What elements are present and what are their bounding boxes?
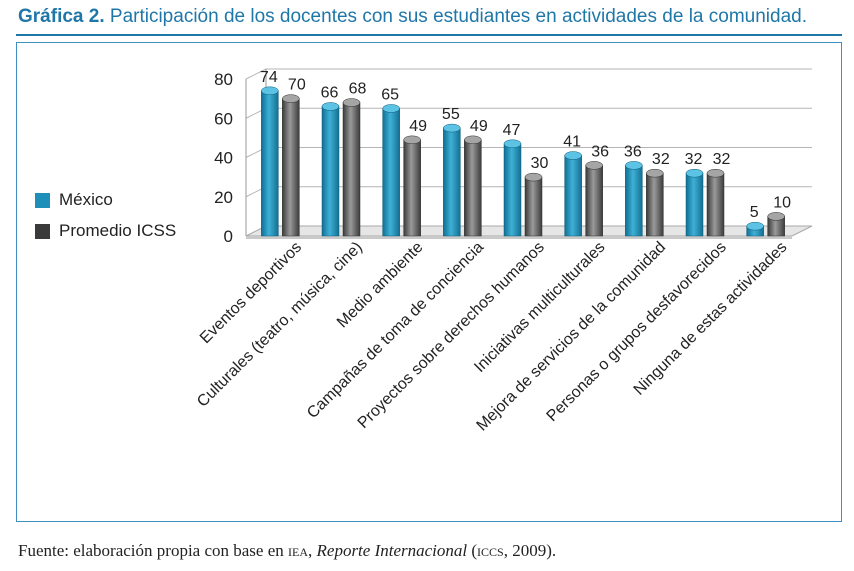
- bar-top-icss-6: [646, 168, 664, 178]
- x-tick-label-0: Eventos deportivos: [197, 239, 305, 347]
- y-tick-label: 20: [214, 188, 233, 207]
- bar-mexico-1: [321, 106, 340, 237]
- bar-mexico-2: [382, 108, 400, 237]
- bar-mexico-3: [443, 127, 461, 237]
- bar-icss-7: [706, 172, 725, 237]
- bar-mexico-0: [261, 90, 279, 237]
- data-label-icss-8: 10: [773, 194, 791, 211]
- data-label-mexico-8: 5: [750, 204, 759, 221]
- bar-top-mexico-0: [261, 86, 279, 96]
- data-label-icss-7: 32: [713, 151, 731, 168]
- bar-icss-5: [585, 165, 603, 237]
- bar-top-icss-1: [342, 98, 361, 107]
- bar-top-mexico-6: [625, 161, 643, 170]
- bar-icss-0: [282, 98, 300, 237]
- chart-floor-edge: [246, 236, 792, 239]
- data-label-icss-0: 70: [288, 77, 306, 94]
- bar-top-icss-4: [524, 172, 543, 182]
- bar-mexico-5: [564, 155, 582, 237]
- bar-top-icss-3: [464, 135, 482, 145]
- source-org2: iccs: [477, 541, 504, 560]
- source-prefix: Fuente: elaboración propia con base en: [18, 541, 284, 560]
- legend-label-icss: Promedio ICSS: [59, 221, 177, 240]
- bar-top-icss-2: [403, 135, 421, 145]
- legend-swatch-mexico: [35, 192, 50, 208]
- data-label-icss-2: 49: [409, 118, 427, 135]
- bar-top-mexico-8: [746, 221, 764, 231]
- bar-top-icss-0: [282, 94, 300, 103]
- bar-icss-4: [524, 176, 543, 237]
- legend-item-mexico: México: [35, 190, 113, 210]
- bar-icss-1: [342, 102, 361, 237]
- bar-icss-6: [646, 172, 664, 237]
- bar-top-icss-8: [767, 212, 785, 221]
- bar-mexico-4: [503, 143, 522, 237]
- data-label-icss-5: 36: [591, 143, 609, 160]
- chart-title-prefix: Gráfica 2.: [18, 6, 105, 27]
- gridline-depth: [245, 68, 267, 80]
- source-paren: (: [471, 541, 478, 560]
- chart-title-text: Participación de los docentes con sus es…: [109, 6, 807, 27]
- source-org1: iea: [288, 541, 309, 560]
- legend-item-icss: Promedio ICSS: [35, 221, 176, 241]
- chart-title: Gráfica 2. Participación de los docentes…: [18, 6, 807, 28]
- bar-top-mexico-2: [382, 104, 400, 113]
- data-label-mexico-5: 41: [563, 134, 581, 151]
- title-rule: [16, 34, 842, 36]
- y-tick-label: 80: [214, 70, 233, 89]
- data-label-mexico-2: 65: [381, 86, 399, 103]
- bar-top-mexico-4: [503, 139, 522, 149]
- data-label-mexico-4: 47: [503, 122, 521, 139]
- bar-top-mexico-5: [564, 151, 582, 160]
- data-label-mexico-0: 74: [260, 69, 278, 86]
- legend-label-mexico: México: [59, 190, 113, 209]
- data-label-mexico-1: 66: [321, 84, 339, 101]
- data-label-icss-3: 49: [470, 118, 488, 135]
- bar-top-mexico-1: [321, 102, 340, 111]
- y-tick-label: 60: [214, 109, 233, 128]
- source-year: , 2009).: [503, 541, 557, 560]
- legend-swatch-icss: [35, 223, 50, 239]
- y-tick-label: 40: [214, 149, 233, 168]
- chart-frame: [16, 42, 842, 522]
- y-tick-label: 0: [224, 227, 233, 246]
- data-label-icss-1: 68: [349, 81, 367, 98]
- bar-mexico-7: [685, 172, 704, 237]
- bar-mexico-6: [625, 165, 643, 237]
- bar-top-mexico-7: [685, 168, 704, 178]
- data-label-icss-6: 32: [652, 151, 670, 168]
- source-note: Fuente: elaboración propia con base en i…: [18, 541, 556, 561]
- data-label-icss-4: 30: [531, 155, 549, 172]
- data-label-mexico-3: 55: [442, 106, 460, 123]
- bar-top-icss-5: [585, 161, 603, 170]
- source-title: Reporte Internacional: [316, 541, 468, 560]
- bar-top-mexico-3: [443, 123, 461, 133]
- bar-top-icss-7: [706, 168, 725, 178]
- bar-icss-3: [464, 139, 482, 237]
- source-sep: ,: [308, 541, 313, 560]
- data-label-mexico-7: 32: [685, 151, 703, 168]
- data-label-mexico-6: 36: [624, 143, 642, 160]
- bar-icss-2: [403, 139, 421, 237]
